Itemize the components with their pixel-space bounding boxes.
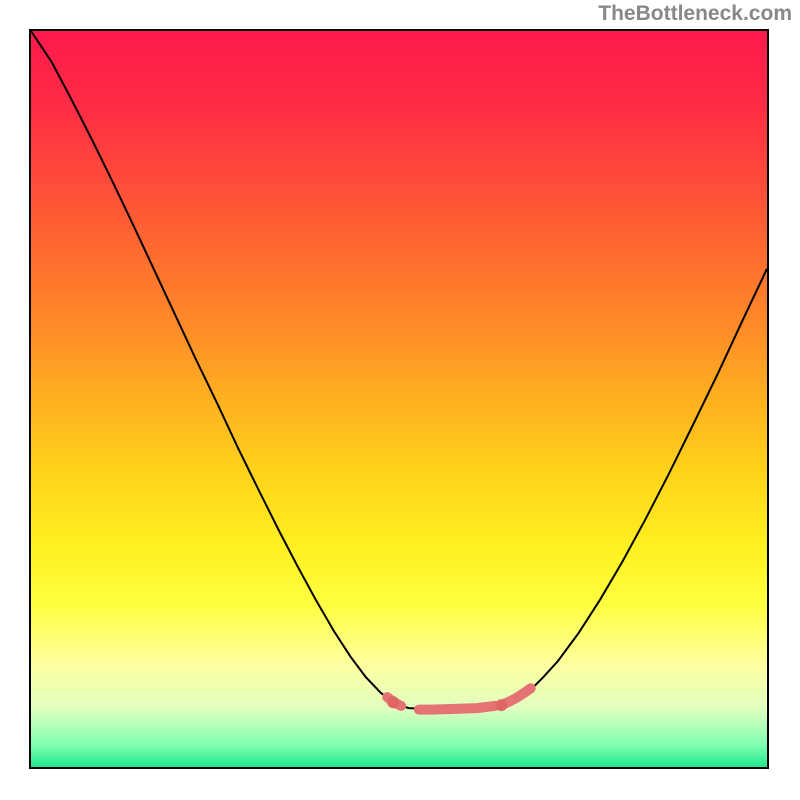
peak-dot [495,699,507,711]
peak-dot [387,696,399,708]
peak-group [387,688,531,709]
peak-segment [419,706,495,710]
curve-layer [31,31,767,767]
plot-area [29,29,769,769]
watermark-text: TheBottleneck.com [598,2,792,26]
main-curve [31,31,767,710]
chart-container: TheBottleneck.com [0,0,800,800]
